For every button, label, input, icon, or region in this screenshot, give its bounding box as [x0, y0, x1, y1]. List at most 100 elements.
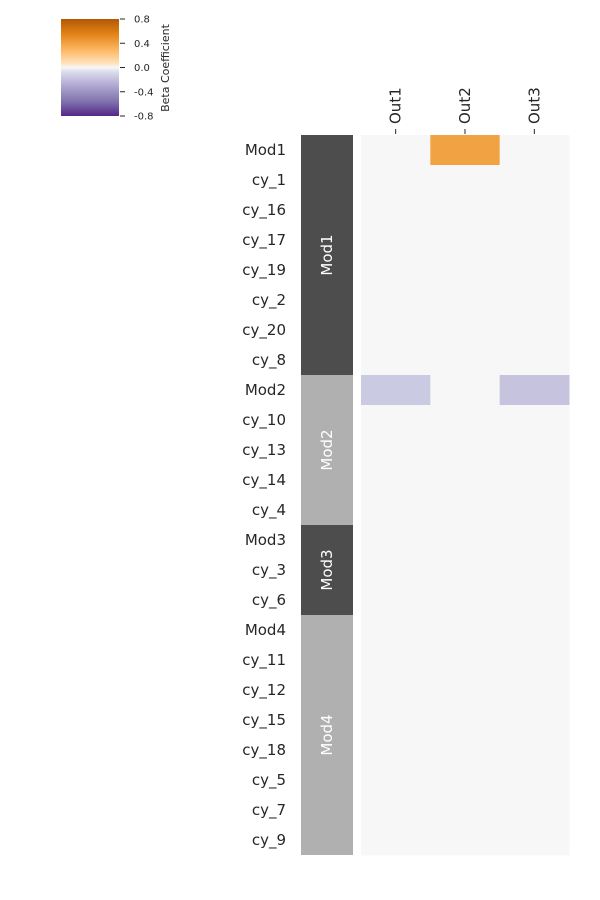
heatmap-cell: [361, 705, 431, 736]
heatmap-cell: [430, 255, 500, 286]
row-labels: Mod1 cy_1 cy_16 cy_17 cy_19 cy_2 cy_20 cy_8 Mod2…: [242, 141, 286, 850]
heatmap-cell: [500, 375, 570, 406]
heatmap-cell: [361, 135, 431, 166]
row-label: cy_6: [252, 591, 286, 610]
colorbar-gradient: [61, 19, 119, 116]
heatmap-cell: [500, 195, 570, 226]
row-label: cy_19: [242, 261, 286, 280]
heatmap-cell: [500, 285, 570, 316]
colorbar-tick-label: -0.8: [134, 112, 154, 123]
heatmap-cell: [430, 825, 500, 856]
heatmap-cell: [500, 165, 570, 196]
row-label: Mod4: [245, 621, 286, 639]
row-label: cy_8: [252, 351, 286, 370]
colorbar-tick-label: -0.4: [134, 87, 154, 98]
heatmap-cell: [500, 825, 570, 856]
heatmap-cell: [430, 195, 500, 226]
heatmap-cell: [361, 735, 431, 766]
row-label: cy_2: [252, 291, 286, 310]
row-label: cy_13: [242, 441, 286, 460]
colorbar-label: Beta Coefficient: [159, 23, 172, 112]
heatmap-cell: [430, 765, 500, 796]
colorbar-tick-label: 0.8: [134, 15, 150, 26]
module-label: Mod1: [318, 234, 336, 275]
row-label: cy_18: [242, 741, 286, 760]
row-label: cy_1: [252, 171, 286, 190]
heatmap-cell: [500, 585, 570, 616]
heatmap-cell: [430, 585, 500, 616]
heatmap-cell: [361, 615, 431, 646]
heatmap-cell: [430, 645, 500, 676]
heatmap-cell: [500, 675, 570, 706]
heatmap-cell: [361, 765, 431, 796]
heatmap-cell: [361, 195, 431, 226]
module-label: Mod4: [318, 714, 336, 755]
heatmap-cell: [361, 405, 431, 436]
module-label: Mod3: [318, 549, 336, 590]
column-label: Out2: [456, 87, 474, 124]
heatmap-cell: [430, 705, 500, 736]
heatmap-cell: [430, 135, 500, 166]
heatmap-cell: [361, 825, 431, 856]
heatmap-cell: [430, 345, 500, 376]
row-label: cy_7: [252, 801, 286, 820]
colorbar: 0.8 0.4 0.0 -0.4 -0.8 Beta Coefficient: [61, 15, 172, 123]
heatmap-cell: [500, 645, 570, 676]
row-label: cy_11: [242, 651, 286, 670]
heatmap-cell: [361, 345, 431, 376]
heatmap-cell: [430, 285, 500, 316]
heatmap-cell: [430, 435, 500, 466]
heatmap-cell: [500, 615, 570, 646]
column-label: Out3: [525, 87, 543, 124]
colorbar-tick-label: 0.0: [134, 63, 150, 74]
heatmap-cell: [430, 555, 500, 586]
column-labels: Out1 Out2 Out3: [387, 87, 544, 134]
heatmap-cell: [430, 795, 500, 826]
colorbar-tick-label: 0.4: [134, 39, 150, 50]
heatmap-cell: [430, 675, 500, 706]
row-label: Mod3: [245, 531, 286, 549]
heatmap-cell: [361, 435, 431, 466]
heatmap-cell: [500, 705, 570, 736]
row-label: cy_20: [242, 321, 286, 340]
row-label: cy_15: [242, 711, 286, 730]
row-label: cy_17: [242, 231, 286, 250]
row-label: cy_16: [242, 201, 286, 220]
row-label: cy_3: [252, 561, 286, 580]
heatmap-cell: [500, 435, 570, 466]
heatmap-cell: [361, 585, 431, 616]
heatmap-cell: [361, 465, 431, 496]
row-label: cy_4: [252, 501, 286, 520]
heatmap-cell: [500, 795, 570, 826]
heatmap-cell: [500, 735, 570, 766]
heatmap-cell: [430, 495, 500, 526]
heatmap-cell: [500, 495, 570, 526]
heatmap-cell: [430, 315, 500, 346]
heatmap-cell: [430, 405, 500, 436]
column-label: Out1: [387, 87, 405, 124]
heatmap-cell: [500, 765, 570, 796]
heatmap-cell: [361, 495, 431, 526]
heatmap-cell: [361, 525, 431, 556]
module-label: Mod2: [318, 429, 336, 470]
row-label: cy_12: [242, 681, 286, 700]
heatmap-cell: [430, 225, 500, 256]
colorbar-ticks: 0.8 0.4 0.0 -0.4 -0.8: [120, 15, 154, 123]
heatmap-cell: [430, 735, 500, 766]
row-label: Mod2: [245, 381, 286, 399]
heatmap-cell: [361, 225, 431, 256]
heatmap-cell: [500, 315, 570, 346]
heatmap-cell: [500, 525, 570, 556]
heatmap-cell: [500, 345, 570, 376]
heatmap-cell: [361, 285, 431, 316]
row-label: cy_9: [252, 831, 286, 850]
heatmap-cell: [430, 375, 500, 406]
heatmap-cell: [500, 225, 570, 256]
heatmap-cell: [361, 675, 431, 706]
heatmap-cells: [361, 135, 569, 856]
heatmap-cell: [430, 615, 500, 646]
heatmap-cell: [361, 165, 431, 196]
heatmap-cell: [500, 255, 570, 286]
heatmap-cell: [430, 165, 500, 196]
heatmap-cell: [500, 135, 570, 166]
